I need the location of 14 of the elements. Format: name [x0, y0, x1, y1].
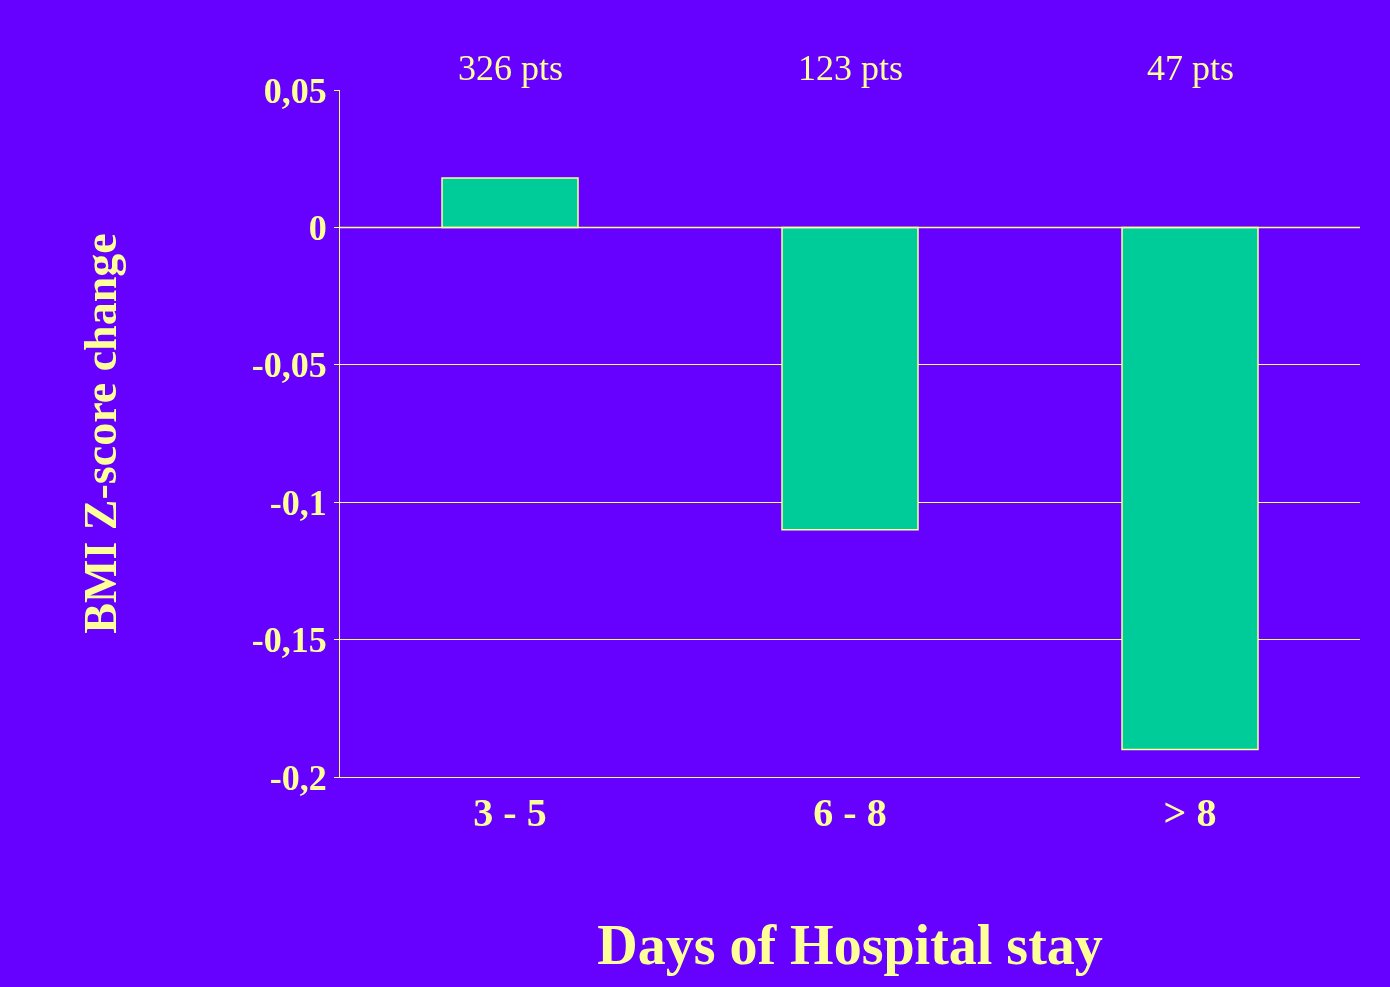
y-tick-label: -0,2 [269, 757, 327, 798]
text: 123 pts [798, 48, 904, 88]
x-axis-title: Days of Hospital stay [597, 913, 1103, 976]
y-tick-label: -0,1 [269, 482, 327, 523]
x-tick-label: > 8 [1163, 790, 1217, 835]
y-tick-label: -0,05 [251, 345, 327, 386]
x-tick-label: 3 - 5 [473, 790, 547, 835]
y-tick-label: 0 [308, 208, 327, 248]
text: 326 pts [458, 48, 564, 88]
x-tick-label: 6 - 8 [813, 790, 887, 835]
y-tick-label: -0,15 [251, 620, 327, 661]
text: 47 pts [1147, 48, 1235, 88]
y-tick-label: 0,05 [263, 70, 327, 111]
y-axis-title: BMI Z-score change [75, 233, 127, 634]
